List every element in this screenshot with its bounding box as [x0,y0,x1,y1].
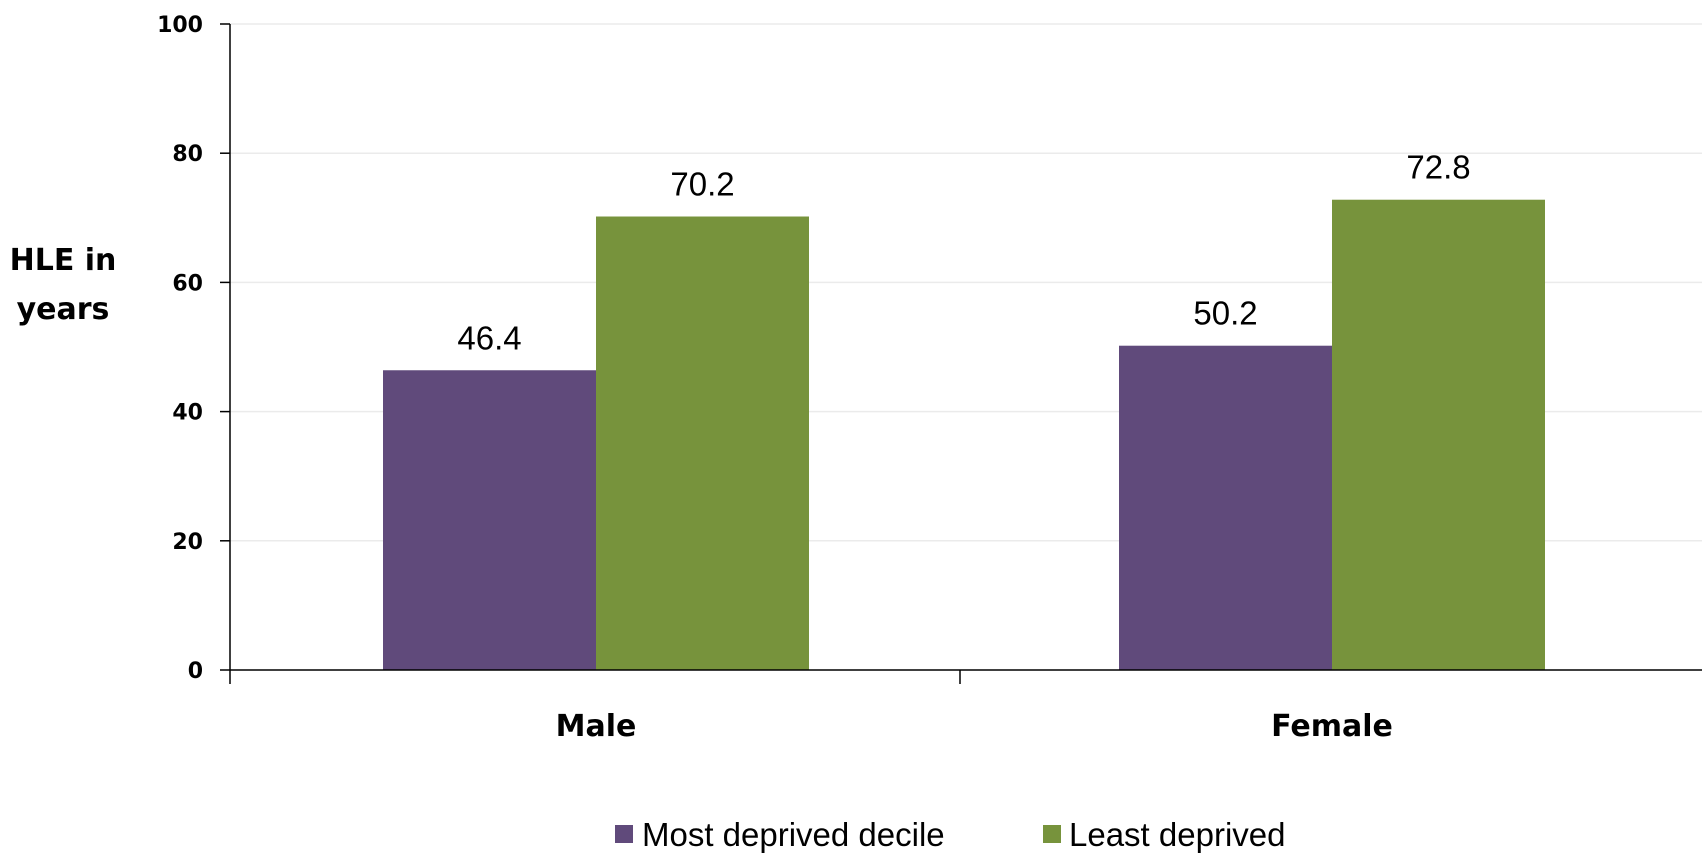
bars: 46.4 70.2 50.2 72.8 [383,149,1545,670]
legend-label: Most deprived decile [642,816,945,853]
legend-swatch [615,825,633,843]
data-label: 72.8 [1406,149,1470,186]
data-label: 46.4 [457,319,521,356]
y-axis-title-line-1: HLE in [10,243,117,278]
y-tick-label: 40 [172,401,203,426]
legend-label: Least deprived [1069,816,1285,853]
bar [383,370,596,670]
y-tick-label: 20 [172,530,203,555]
y-axis: 0 20 40 60 80 100 [157,13,231,684]
bar [1119,345,1332,670]
y-tick-label: 0 [188,659,203,684]
y-axis-title-line-2: years [17,292,110,327]
x-tick-label: Female [1271,709,1393,744]
data-label: 50.2 [1193,295,1257,332]
legend: Most deprived decile Least deprived [615,816,1285,853]
data-label: 70.2 [670,166,734,203]
legend-swatch [1043,825,1061,843]
bar [596,216,809,670]
y-tick-label: 100 [157,13,203,38]
y-tick-label: 80 [172,142,203,167]
y-tick-label: 60 [172,271,203,296]
bar [1332,199,1545,670]
y-axis-title: HLE in years [10,243,117,327]
x-axis: Male Female [230,669,1702,744]
x-tick-label: Male [556,709,637,744]
